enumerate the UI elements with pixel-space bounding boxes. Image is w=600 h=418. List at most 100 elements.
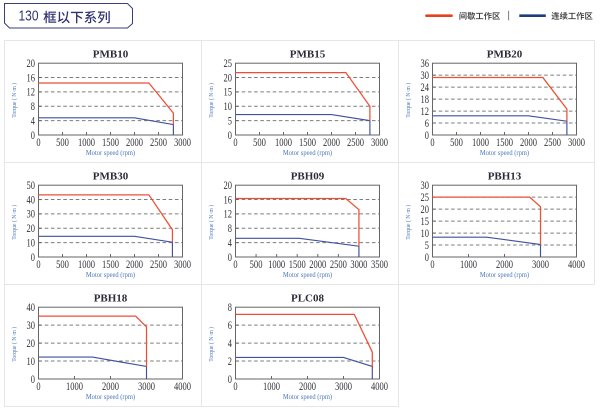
svg-text:3000: 3000: [335, 381, 352, 393]
svg-text:20: 20: [224, 180, 233, 192]
svg-text:2000: 2000: [102, 381, 119, 393]
svg-text:Motor speed (rpm): Motor speed (rpm): [86, 148, 136, 157]
svg-text:10: 10: [27, 356, 36, 368]
svg-text:2500: 2500: [347, 137, 364, 149]
svg-text:0: 0: [425, 130, 429, 142]
svg-text:0: 0: [233, 137, 237, 149]
svg-text:Torque ( N·m ): Torque ( N·m ): [405, 205, 412, 240]
svg-text:40: 40: [27, 302, 36, 314]
svg-text:3000: 3000: [138, 381, 155, 393]
svg-text:2000: 2000: [126, 259, 143, 271]
svg-text:Torque ( N·m ): Torque ( N·m ): [11, 327, 18, 362]
svg-text:0: 0: [430, 137, 434, 149]
svg-text:3000: 3000: [174, 137, 191, 149]
svg-text:30: 30: [27, 209, 36, 221]
svg-text:130: 130: [19, 9, 39, 25]
svg-text:Torque ( N·m ): Torque ( N·m ): [208, 205, 215, 240]
svg-text:1000: 1000: [268, 259, 285, 271]
svg-text:12: 12: [27, 87, 36, 99]
svg-text:12: 12: [421, 106, 430, 118]
svg-text:1500: 1500: [289, 259, 306, 271]
svg-text:8: 8: [228, 223, 232, 235]
svg-text:20: 20: [224, 72, 233, 84]
svg-text:500: 500: [253, 137, 266, 149]
svg-text:2000: 2000: [520, 137, 537, 149]
svg-text:4000: 4000: [371, 381, 388, 393]
svg-text:20: 20: [421, 204, 430, 216]
svg-text:6: 6: [228, 320, 232, 332]
svg-text:Motor speed (rpm): Motor speed (rpm): [283, 392, 333, 401]
svg-text:20: 20: [27, 338, 36, 350]
svg-text:0: 0: [36, 381, 40, 393]
svg-text:0: 0: [228, 252, 232, 264]
svg-text:3000: 3000: [371, 137, 388, 149]
svg-text:2500: 2500: [330, 259, 347, 271]
svg-text:4: 4: [31, 115, 35, 127]
svg-text:1500: 1500: [299, 137, 316, 149]
svg-text:4000: 4000: [174, 381, 191, 393]
svg-text:PMB10: PMB10: [93, 49, 129, 61]
svg-text:PBH13: PBH13: [488, 171, 522, 183]
svg-text:Torque ( N·m ): Torque ( N·m ): [405, 83, 412, 118]
svg-text:2000: 2000: [496, 259, 513, 271]
svg-text:3000: 3000: [174, 259, 191, 271]
svg-text:1500: 1500: [102, 137, 119, 149]
svg-text:2000: 2000: [126, 137, 143, 149]
svg-text:15: 15: [421, 216, 430, 228]
svg-text:Torque ( N·m ): Torque ( N·m ): [11, 83, 18, 118]
svg-text:10: 10: [224, 101, 233, 113]
svg-text:5: 5: [228, 115, 232, 127]
svg-text:0: 0: [233, 259, 237, 271]
svg-text:1000: 1000: [78, 259, 95, 271]
svg-text:1000: 1000: [472, 137, 489, 149]
svg-text:0: 0: [31, 252, 35, 264]
svg-text:4000: 4000: [568, 259, 585, 271]
svg-text:30: 30: [421, 180, 430, 192]
svg-text:3000: 3000: [532, 259, 549, 271]
svg-text:1000: 1000: [66, 381, 83, 393]
svg-text:Motor speed (rpm): Motor speed (rpm): [283, 148, 333, 157]
svg-text:0: 0: [36, 259, 40, 271]
svg-text:PLC08: PLC08: [291, 293, 325, 305]
svg-text:Motor speed (rpm): Motor speed (rpm): [283, 270, 333, 279]
svg-text:20: 20: [27, 223, 36, 235]
svg-text:16: 16: [224, 194, 233, 206]
svg-text:36: 36: [421, 58, 430, 70]
svg-text:6: 6: [425, 118, 429, 130]
svg-text:500: 500: [56, 137, 69, 149]
svg-text:12: 12: [224, 209, 233, 221]
svg-text:2: 2: [228, 356, 232, 368]
svg-text:8: 8: [31, 101, 35, 113]
svg-text:500: 500: [450, 137, 463, 149]
svg-text:Motor speed (rpm): Motor speed (rpm): [86, 392, 136, 401]
svg-text:0: 0: [228, 130, 232, 142]
svg-text:18: 18: [421, 94, 430, 106]
svg-text:PMB30: PMB30: [93, 171, 129, 183]
svg-text:PBH09: PBH09: [291, 171, 325, 183]
svg-text:0: 0: [233, 381, 237, 393]
svg-text:3000: 3000: [350, 259, 367, 271]
svg-text:0: 0: [36, 137, 40, 149]
svg-text:10: 10: [421, 228, 430, 240]
svg-text:5: 5: [425, 240, 429, 252]
svg-text:30: 30: [27, 320, 36, 332]
svg-text:Torque ( N·m ): Torque ( N·m ): [208, 83, 215, 118]
svg-text:10: 10: [27, 237, 36, 249]
svg-text:2500: 2500: [150, 137, 167, 149]
svg-text:0: 0: [425, 252, 429, 264]
svg-text:3000: 3000: [568, 137, 585, 149]
svg-text:Motor speed (rpm): Motor speed (rpm): [480, 148, 530, 157]
svg-text:PBH18: PBH18: [94, 293, 128, 305]
svg-text:0: 0: [31, 374, 35, 386]
svg-text:2500: 2500: [150, 259, 167, 271]
svg-text:25: 25: [224, 58, 233, 70]
svg-text:Motor speed (rpm): Motor speed (rpm): [480, 270, 530, 279]
svg-text:PMB20: PMB20: [487, 49, 523, 61]
svg-text:Torque ( N·m ): Torque ( N·m ): [208, 327, 215, 362]
svg-text:Torque ( N·m ): Torque ( N·m ): [11, 205, 18, 240]
svg-text:1500: 1500: [102, 259, 119, 271]
svg-text:50: 50: [27, 180, 36, 192]
svg-text:0: 0: [430, 259, 434, 271]
svg-text:24: 24: [421, 82, 430, 94]
svg-text:2500: 2500: [544, 137, 561, 149]
